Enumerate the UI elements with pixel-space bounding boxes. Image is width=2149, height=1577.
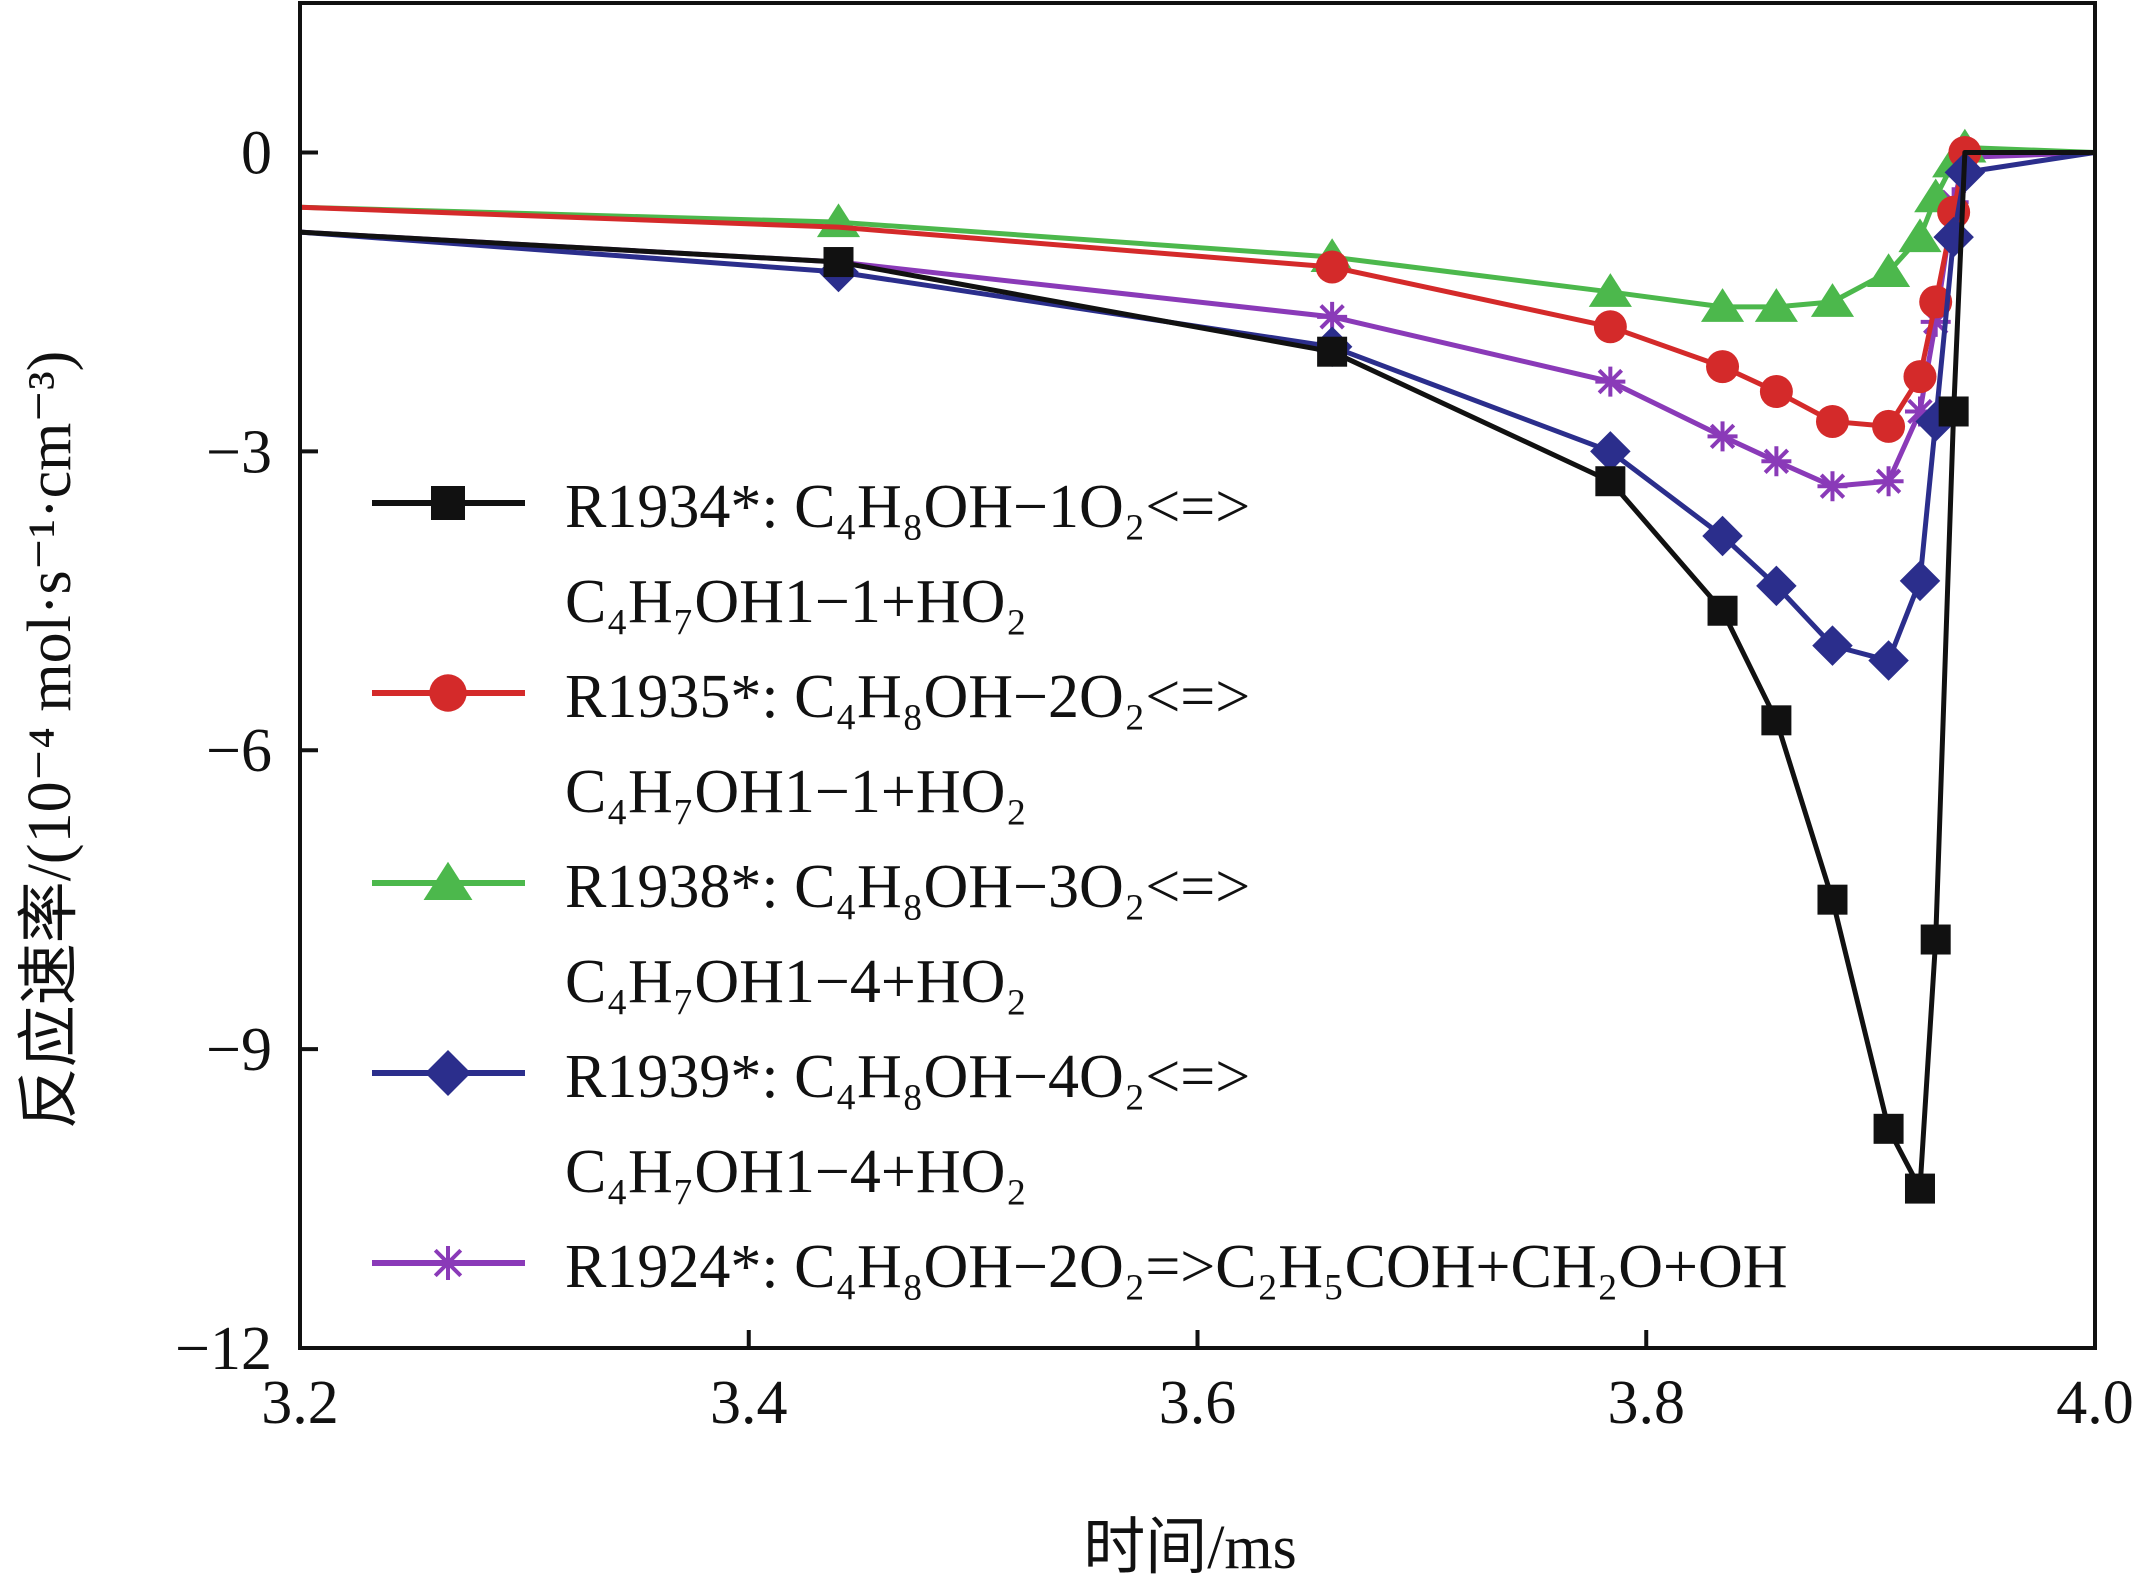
x-tick-label: 3.8	[1608, 1369, 1686, 1437]
legend-swatch-marker	[425, 1050, 471, 1096]
data-point	[1702, 515, 1743, 557]
legend-label: C₄H₇OH1−1+HO₂	[565, 568, 1027, 636]
x-tick-label: 3.6	[1159, 1369, 1237, 1437]
series-square	[300, 149, 2095, 1204]
data-point	[1588, 273, 1632, 307]
legend-label: R1935*: C₄H₈OH−2O₂<=>	[565, 663, 1250, 731]
x-tick-label: 3.4	[710, 1369, 788, 1437]
legend-label: R1938*: C₄H₈OH−3O₂<=>	[565, 853, 1250, 921]
legend-entry: R1935*: C₄H₈OH−2O₂<=> C₄H₇OH1−1+HO₂	[372, 663, 1250, 826]
legend-entry: R1934*: C₄H₈OH−1O₂<=> C₄H₇OH1−1+HO₂	[372, 473, 1250, 636]
legend-label: C₄H₇OH1−4+HO₂	[565, 1138, 1027, 1206]
data-point	[1317, 336, 1348, 367]
data-point	[1707, 595, 1738, 626]
data-point	[1590, 431, 1631, 472]
series-line	[300, 149, 2095, 429]
data-point	[1904, 396, 1935, 427]
data-point	[1707, 421, 1738, 452]
legend-label: R1939*: C₄H₈OH−4O₂<=>	[565, 1043, 1250, 1111]
data-point	[1919, 285, 1953, 319]
data-point	[1873, 466, 1904, 497]
x-tick-label: 4.0	[2056, 1369, 2134, 1437]
legend-swatch-marker	[431, 486, 465, 520]
y-tick-label: −12	[175, 1315, 272, 1383]
data-point	[1920, 306, 1951, 337]
data-point	[1756, 565, 1797, 607]
x-axis-title: 时间/ms	[1083, 1514, 1297, 1577]
data-point	[1898, 218, 1942, 253]
data-point	[1761, 705, 1792, 736]
y-axis-title: 反应速率/(10⁻⁴ mol·s⁻¹·cm⁻³)	[16, 351, 84, 1130]
data-point	[1920, 924, 1951, 955]
legend-entry: R1924*: C₄H₈OH−2O₂=>C₂H₅COH+CH₂O+OH	[372, 1233, 1788, 1301]
x-axis: 3.2 3.4 3.6 3.8 4.0	[261, 1330, 2134, 1437]
data-point	[1868, 640, 1909, 681]
data-point	[1904, 1173, 1935, 1204]
data-point	[1873, 1113, 1904, 1144]
legend-label: C₄H₇OH1−1+HO₂	[565, 758, 1027, 826]
data-point	[1872, 409, 1906, 443]
legend: R1934*: C₄H₈OH−1O₂<=>C₄H₇OH1−1+HO₂R1935*…	[372, 473, 1788, 1301]
x-tick-label: 3.2	[261, 1369, 339, 1437]
data-point	[1817, 884, 1848, 915]
data-point	[1315, 250, 1349, 284]
data-point	[1700, 288, 1745, 322]
y-tick-label: −6	[206, 717, 272, 785]
legend-entry: R1939*: C₄H₈OH−4O₂<=> C₄H₇OH1−4+HO₂	[372, 1043, 1250, 1206]
legend-label: R1924*: C₄H₈OH−2O₂=>C₂H₅COH+CH₂O+OH	[565, 1233, 1788, 1301]
legend-entry: R1938*: C₄H₈OH−3O₂<=> C₄H₇OH1−4+HO₂	[372, 853, 1250, 1016]
data-point	[1754, 288, 1798, 322]
data-point	[1595, 366, 1626, 397]
legend-label: C₄H₇OH1−4+HO₂	[565, 948, 1027, 1016]
data-point	[1938, 396, 1969, 427]
data-point	[1759, 375, 1793, 409]
data-point	[1593, 310, 1627, 344]
series-line	[300, 144, 2095, 310]
y-axis: 0 −3 −6 −9 −12	[175, 119, 318, 1383]
y-tick-label: 0	[241, 119, 272, 187]
data-point	[1761, 446, 1792, 477]
series-layer	[300, 128, 2095, 1204]
data-point	[1817, 471, 1848, 502]
legend-swatch-marker	[429, 674, 467, 712]
series-triangle	[300, 128, 2095, 322]
data-point	[1899, 560, 1941, 602]
y-tick-label: −3	[206, 418, 272, 486]
y-tick-label: −9	[206, 1016, 272, 1084]
data-point	[1595, 466, 1626, 497]
data-point	[1812, 625, 1853, 666]
data-point	[1317, 301, 1348, 332]
data-point	[1706, 350, 1740, 384]
legend-swatch-marker	[423, 861, 473, 900]
data-point	[1815, 404, 1849, 438]
legend-label: R1934*: C₄H₈OH−1O₂<=>	[565, 473, 1250, 541]
data-point	[823, 247, 854, 278]
legend-swatch-marker	[431, 1246, 465, 1280]
data-point	[1903, 360, 1937, 394]
data-point	[1810, 283, 1855, 317]
series-circle	[300, 135, 2095, 443]
data-point	[1867, 253, 1911, 287]
